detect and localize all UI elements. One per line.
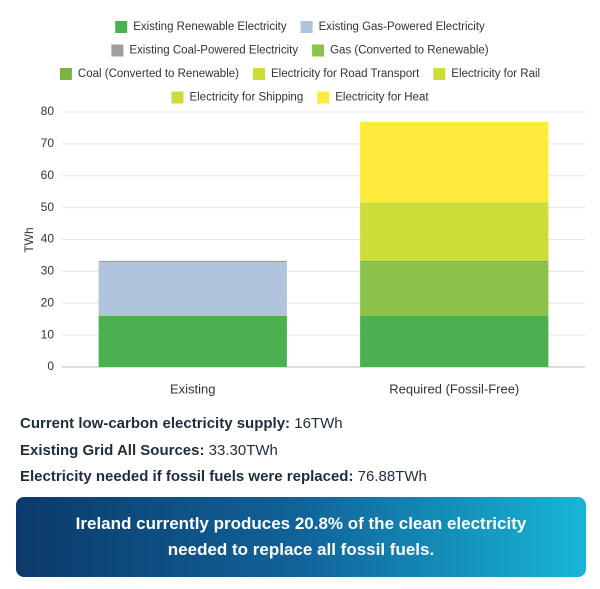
summary-label: Electricity needed if fossil fuels were …	[20, 468, 354, 485]
legend-label: Coal (Converted to Renewable)	[78, 68, 239, 80]
x-tick-label: Existing	[170, 381, 216, 396]
y-tick-label: 10	[41, 327, 55, 341]
bar-segment	[98, 260, 287, 263]
y-tick-label: 20	[41, 295, 55, 309]
legend-swatch	[171, 91, 184, 104]
legend-row: Existing Renewable Electricity Existing G…	[115, 21, 485, 33]
legend-label: Existing Gas-Powered Electricity	[319, 21, 485, 33]
y-tick-label: 0	[47, 359, 54, 373]
summary-line: Existing Grid All Sources: 33.30TWh	[20, 438, 427, 465]
legend-swatch	[312, 44, 325, 57]
legend-label: Electricity for Shipping	[189, 92, 303, 104]
legend-row: Existing Coal-Powered Electricity Gas (Co…	[111, 44, 489, 57]
y-tick-label: 60	[41, 168, 55, 182]
legend-row: Electricity for Shipping Electricity for …	[171, 91, 429, 104]
legend-label: Electricity for Heat	[335, 92, 429, 104]
summary-line: Current low-carbon electricity supply: 1…	[20, 411, 427, 438]
y-tick-label: 70	[41, 136, 55, 150]
bar-segment	[360, 202, 549, 204]
bar-segment	[360, 121, 549, 203]
summary-label: Current low-carbon electricity supply:	[20, 415, 291, 432]
legend-label: Electricity for Road Transport	[271, 68, 420, 80]
summary-value: 33.30TWh	[208, 441, 278, 459]
legend-label: Existing Coal-Powered Electricity	[129, 45, 298, 57]
bar-segment	[360, 262, 549, 316]
x-tick-label: Required (Fossil-Free)	[389, 381, 519, 396]
bar-segment	[360, 206, 549, 261]
bar-segment	[360, 260, 549, 263]
legend-label: Electricity for Rail	[451, 68, 540, 80]
legend-swatch	[317, 91, 330, 104]
legend-swatch	[115, 21, 128, 33]
legend-swatch	[59, 68, 72, 80]
summary-line: Electricity needed if fossil fuels were …	[20, 464, 427, 491]
legend-swatch	[433, 68, 446, 80]
chart: TWh 0 10 20 30 40 50 60 70 80 Existing Required (F…	[22, 21, 585, 396]
bar-segment	[98, 262, 287, 316]
legend-label: Gas (Converted to Renewable)	[330, 45, 489, 57]
legend-swatch	[252, 68, 265, 80]
legend-label: Existing Renewable Electricity	[133, 21, 287, 33]
legend-row: Coal (Converted to Renewable) Electricity…	[59, 68, 540, 80]
bar-segment	[98, 316, 287, 367]
summary: Current low-carbon electricity supply: 1…	[20, 411, 427, 491]
banner: Ireland currently produces 20.8% of the …	[16, 497, 586, 577]
bar-segment	[360, 316, 549, 367]
summary-value: 16TWh	[294, 415, 343, 432]
bar-segment	[360, 203, 549, 207]
summary-label: Existing Grid All Sources:	[20, 441, 205, 459]
y-tick-label: 40	[41, 232, 55, 246]
y-axis-label: TWh	[22, 227, 36, 252]
y-tick-label: 80	[41, 104, 55, 118]
y-tick-label: 50	[41, 200, 55, 214]
legend-swatch	[300, 21, 313, 33]
legend-swatch	[111, 44, 124, 57]
y-tick-label: 30	[41, 264, 55, 278]
summary-value: 76.88TWh	[357, 468, 427, 485]
